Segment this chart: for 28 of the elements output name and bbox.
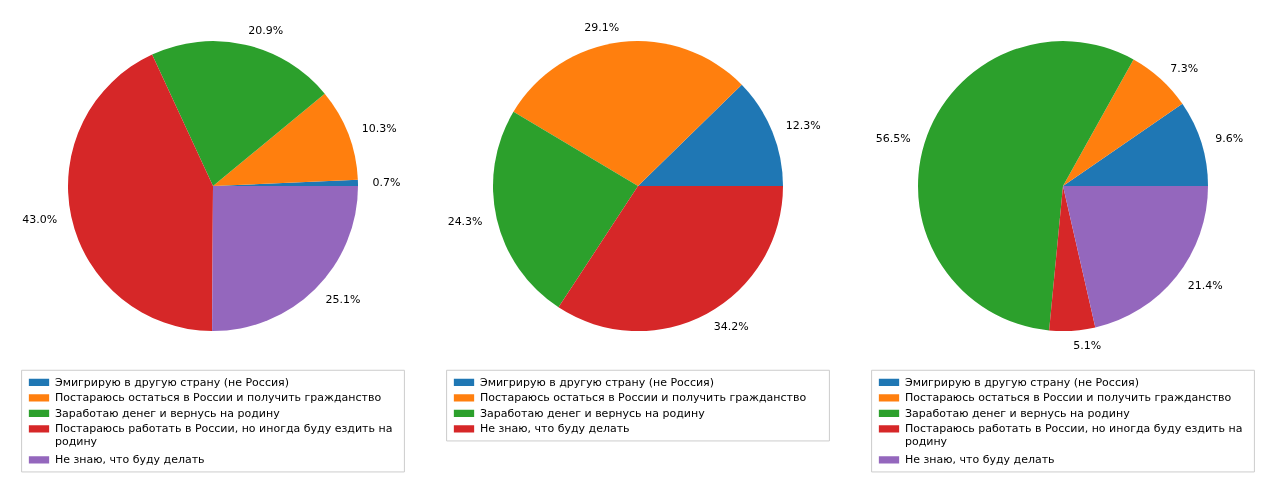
data-label: 34.2%	[713, 319, 749, 333]
legend-label: Постараюсь работать в России, но иногда буду ездить на родину	[54, 422, 393, 448]
data-label: 10.3%	[361, 122, 397, 136]
data-label: 5.1%	[1073, 338, 1102, 352]
legend-label: Эмигрирую в другую страну (не Россия)	[904, 375, 1140, 389]
legend-label: Постараюсь работать в России, но иногда буду ездить на родину	[904, 422, 1243, 448]
data-label: 9.6%	[1215, 132, 1244, 146]
data-label: 24.3%	[447, 215, 483, 229]
legend-label: Постараюсь остаться в России и получить гражданство	[479, 391, 807, 405]
data-label: 21.4%	[1187, 279, 1223, 293]
legend-label: Заработаю денег и вернусь на родину	[54, 406, 281, 420]
data-label: 43.0%	[22, 213, 58, 227]
legend-label: Заработаю денег и вернусь на родину	[479, 406, 706, 420]
legend-label: Эмигрирую в другую страну (не Россия)	[54, 375, 290, 389]
legend-label: Заработаю денег и вернусь на родину	[904, 406, 1131, 420]
data-label: 0.7%	[372, 176, 401, 190]
legend-label: Не знаю, что буду делать	[54, 453, 205, 467]
data-label: 20.9%	[248, 24, 284, 38]
legend-label: Постараюсь остаться в России и получить гражданство	[54, 391, 382, 405]
data-label: 12.3%	[785, 119, 821, 133]
legend-label: Эмигрирую в другую страну (не Россия)	[479, 375, 715, 389]
legend-label: Не знаю, что буду делать	[479, 422, 630, 436]
data-label: 56.5%	[875, 132, 911, 146]
data-label: 25.1%	[325, 292, 361, 306]
legend-label: Постараюсь остаться в России и получить гражданство	[904, 391, 1232, 405]
data-label: 29.1%	[584, 21, 620, 35]
data-label: 7.3%	[1170, 61, 1199, 75]
legend-label: Не знаю, что буду делать	[904, 453, 1055, 467]
